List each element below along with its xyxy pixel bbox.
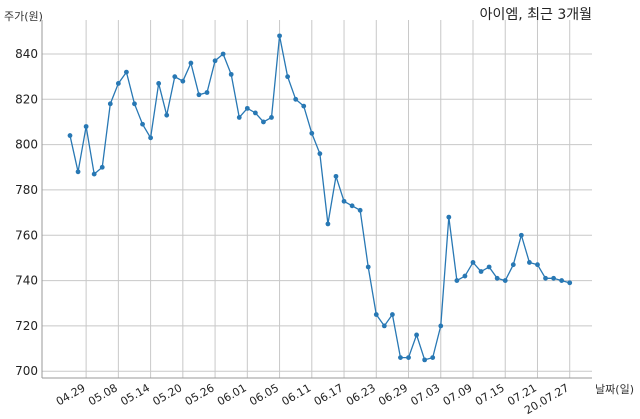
data-point: [124, 69, 129, 75]
x-tick-label: 05.08: [86, 381, 120, 408]
data-point: [228, 71, 234, 77]
y-tick-label: 780: [15, 183, 38, 197]
data-point: [333, 173, 339, 179]
data-point: [293, 96, 299, 102]
data-point: [236, 115, 242, 120]
data-point: [164, 112, 170, 118]
data-point: [309, 130, 315, 136]
data-point: [156, 81, 162, 86]
data-point: [220, 51, 226, 57]
x-axis-label: 날짜(일): [595, 383, 634, 396]
data-point: [414, 332, 419, 338]
data-point: [317, 151, 323, 157]
data-point: [454, 278, 460, 283]
data-point: [107, 101, 113, 107]
data-point: [341, 198, 347, 204]
x-tick-label: 06.29: [376, 381, 410, 408]
x-tick-label: 07.15: [473, 381, 507, 408]
data-point: [527, 260, 532, 265]
data-point: [486, 264, 492, 270]
data-point: [373, 312, 379, 317]
y-tick-label: 820: [15, 92, 38, 106]
x-tick-label: 06.11: [280, 381, 314, 408]
data-point: [269, 115, 274, 120]
y-tick-label: 760: [15, 228, 38, 242]
data-point: [422, 357, 428, 363]
y-tick-label: 720: [15, 319, 38, 333]
data-point: [502, 278, 508, 283]
x-tick-label: 06.01: [215, 381, 249, 408]
x-tick-label: 05.20: [151, 381, 185, 408]
data-point: [301, 103, 307, 109]
data-point: [518, 232, 524, 238]
data-point: [390, 312, 395, 317]
data-point: [172, 74, 178, 80]
y-axis-label: 주가(원): [4, 10, 43, 23]
data-point: [67, 133, 73, 138]
data-point: [140, 121, 145, 127]
data-point: [196, 92, 202, 98]
x-tick-label: 07.03: [408, 381, 442, 408]
data-point: [535, 262, 540, 268]
data-point: [148, 135, 154, 141]
data-point: [188, 60, 194, 66]
data-point: [349, 203, 355, 209]
data-point: [470, 260, 476, 265]
data-point: [83, 124, 89, 129]
data-point: [277, 33, 282, 39]
y-tick-label: 840: [15, 47, 38, 61]
data-point: [543, 275, 548, 281]
data-point: [91, 171, 97, 177]
data-point: [99, 164, 105, 170]
data-point: [462, 273, 468, 279]
data-point: [381, 323, 387, 329]
data-point: [325, 221, 331, 227]
data-point: [398, 355, 403, 361]
data-point: [551, 275, 556, 281]
data-point: [446, 214, 452, 220]
y-tick-label: 740: [15, 274, 38, 288]
data-point: [132, 101, 137, 107]
data-point: [252, 110, 258, 116]
x-tick-label: 06.17: [312, 381, 346, 408]
series-line: [69, 35, 570, 361]
data-point: [75, 169, 81, 175]
data-point: [212, 58, 218, 64]
data-point: [115, 81, 121, 86]
data-point: [430, 355, 436, 361]
y-tick-label: 800: [15, 138, 38, 152]
data-point: [244, 105, 250, 111]
data-point: [285, 74, 291, 80]
x-tick-label: 07.09: [441, 381, 475, 408]
data-point: [365, 264, 371, 270]
data-point: [357, 207, 363, 213]
data-point: [567, 280, 573, 286]
data-point: [478, 269, 484, 274]
x-tick-label: 04.29: [54, 381, 88, 408]
data-point: [510, 262, 516, 268]
data-point: [494, 275, 500, 281]
x-tick-label: 05.26: [183, 381, 217, 408]
data-point: [559, 278, 565, 283]
chart-title: 아이엠, 최근 3개월: [479, 7, 592, 23]
data-point: [204, 90, 210, 95]
data-point: [180, 78, 186, 84]
x-tick-label: 05.14: [118, 381, 152, 408]
x-tick-label: 06.23: [344, 381, 378, 408]
y-tick-label: 700: [15, 364, 38, 378]
data-point: [438, 323, 444, 329]
x-tick-label: 06.05: [247, 381, 281, 408]
data-point: [406, 355, 411, 361]
data-point: [261, 119, 266, 125]
